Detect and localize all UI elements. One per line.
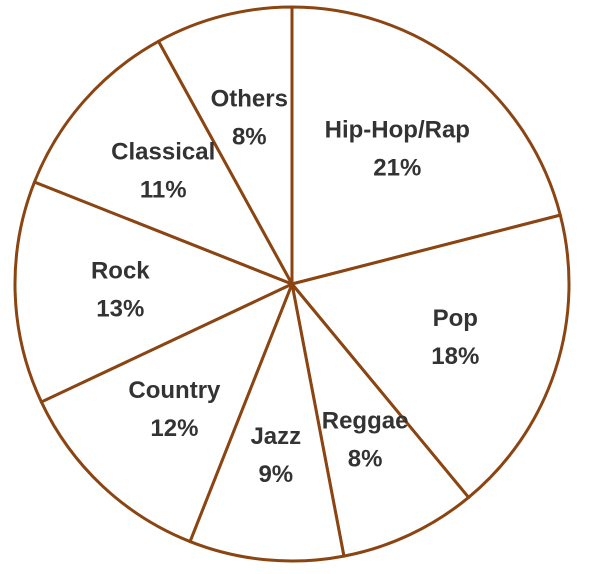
slices-layer [13,5,571,563]
slice-name-hip-hop-rap: Hip-Hop/Rap [325,116,470,143]
slice-percent-reggae: 8% [348,445,383,472]
labels-layer: Hip-Hop/Rap 21% Pop 18% Reggae 8% Jazz 9% Countr… [91,86,479,488]
slice-label-rock: Rock 13% [91,257,150,322]
slice-percent-rock: 13% [96,295,144,322]
pie-slice-hip-hop-rap [290,5,562,286]
slice-name-others: Others [211,86,288,113]
slice-label-pop: Pop 18% [431,305,479,370]
pie-slice-jazz [188,282,346,563]
slice-label-hip-hop-rap: Hip-Hop/Rap 21% [325,116,470,181]
slice-label-others: Others 8% [211,86,288,151]
slice-percent-classical: 11% [140,176,187,203]
slice-percent-hip-hop-rap: 21% [373,154,421,181]
slice-name-reggae: Reggae [322,407,409,434]
pie-slice-others [157,5,294,286]
slice-name-pop: Pop [433,305,478,332]
slice-label-reggae: Reggae 8% [322,407,409,472]
slice-percent-pop: 18% [431,343,479,370]
slice-label-country: Country 12% [128,377,221,442]
slice-percent-jazz: 9% [258,461,293,488]
slice-percent-country: 12% [150,415,198,442]
pie-slice-classical [32,39,294,286]
slice-label-classical: Classical 11% [111,138,215,203]
pie-slice-rock [13,180,294,404]
slice-name-rock: Rock [91,257,150,284]
pie-slice-country [39,282,294,544]
pie-slice-reggae [290,282,471,558]
slice-name-classical: Classical [111,138,215,165]
slice-name-jazz: Jazz [250,423,301,450]
pie-slice-pop [290,213,571,499]
slice-label-jazz: Jazz 9% [250,423,301,488]
slice-name-country: Country [128,377,221,404]
slice-percent-others: 8% [232,124,267,151]
